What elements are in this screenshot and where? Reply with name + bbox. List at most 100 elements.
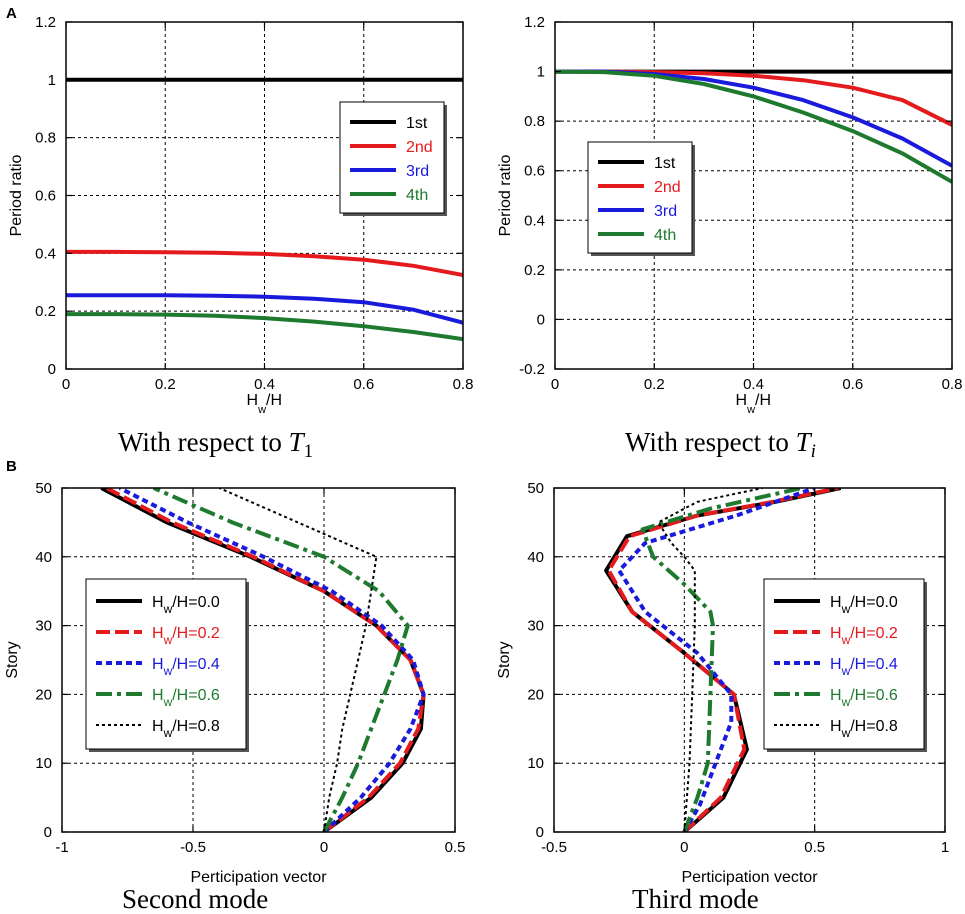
x-tick-label: 1 [941,839,949,856]
legend-entry-4th-label: 4th [406,187,428,204]
x-tick-label: 0.8 [942,376,963,393]
legend: 1st 2nd 3rd 4th [587,141,695,256]
legend-entry-h-w-h-0-4-label: Hw/H=0.4 [830,656,898,678]
legend-entry-h-w-h-0-6-label: Hw/H=0.6 [830,687,898,709]
y-tick-label: 20 [527,686,544,703]
x-tick-label: -1 [55,839,68,856]
y-tick-label: 50 [35,480,52,497]
legend-entry-h-w-h-0-8-label: Hw/H=0.8 [152,718,220,740]
plot-frame [553,487,946,833]
y-tick-label: 0.8 [524,113,545,130]
x-tick-label: 0.5 [445,839,466,856]
y-tick-label: -0.2 [519,361,545,378]
legend-entry-h-w-h-0-0-label: Hw/H=0.0 [830,594,898,616]
y-tick-label: 30 [527,618,544,635]
x-axis-label: Perticipation vector [190,869,327,886]
y-tick-label: 10 [527,755,544,772]
x-tick-label: 0.6 [842,376,863,393]
panel-letter-b: B [6,458,17,475]
legend-box [339,101,445,214]
series-group [555,69,952,184]
x-tick-label: 0.2 [644,376,665,393]
x-tick-label: 0.8 [453,376,474,393]
legend-entry-2nd-label: 2nd [406,139,433,156]
series-line-3rd [66,293,463,325]
series-line-h-w-h-0-4 [118,488,426,832]
legend-entry-h-w-h-0-2-label: Hw/H=0.2 [152,625,220,647]
series-line-h-w-h-0-2 [606,488,839,832]
legend-entry-2nd-label: 2nd [654,179,681,196]
chart-period-ratio-ti: 0 0.2 0.4 0.6 0.8 -0.2 0 0.2 0.4 0.6 0.8 1 1.2 Hw/H Pe… [497,14,962,416]
series-line-4th [555,69,952,184]
y-tick-label: 0 [44,824,52,841]
y-tick-label: 1.2 [524,14,545,31]
series-group [604,488,842,832]
legend: Hw/H=0.0 Hw/H=0.2 Hw/H=0.4 Hw/H=0.6 Hw/H=0.8 [85,578,249,752]
legend-entry-1st-label: 1st [654,155,676,172]
y-tick-label: 40 [527,549,544,566]
series-line-h-w-h-0-8 [218,488,378,832]
y-tick-label: 0.4 [524,212,545,229]
y-axis-label: Story [496,641,513,678]
x-axis-label: Hw/H [736,392,772,416]
legend-box [587,141,693,254]
y-tick-label: 0 [537,311,545,328]
x-tick-label: 0.4 [254,376,275,393]
chart-second-mode: -1 -0.5 0 0.5 0 10 20 30 40 50 Perticipation vecto… [4,480,465,886]
series-group [100,488,426,832]
series-line-4th [66,312,463,342]
series-line-h-w-h-0-4 [617,488,816,832]
legend-box [85,578,247,750]
x-tick-label: -0.5 [180,839,206,856]
legend-box [763,578,925,750]
y-tick-label: 0.6 [524,163,545,180]
y-tick-label: 20 [35,686,52,703]
y-tick-label: 1 [48,72,56,89]
legend-entry-1st-label: 1st [406,115,428,132]
x-tick-label: 0 [680,839,688,856]
legend-entry-h-w-h-0-4-label: Hw/H=0.4 [152,656,220,678]
legend: 1st 2nd 3rd 4th [339,101,447,216]
series-line-h-w-h-0-8 [657,488,763,832]
legend-entry-3rd-label: 3rd [406,163,429,180]
y-tick-label: 1.2 [35,14,56,31]
legend-entry-h-w-h-0-8-label: Hw/H=0.8 [830,718,898,740]
y-tick-label: 30 [35,618,52,635]
legend-entry-4th-label: 4th [654,227,676,244]
x-tick-label: 0 [62,376,70,393]
x-axis-label: Hw/H [247,392,283,416]
y-tick-label: 0 [48,361,56,378]
x-tick-label: 0 [551,376,559,393]
x-tick-label: 0.4 [743,376,764,393]
legend: Hw/H=0.0 Hw/H=0.2 Hw/H=0.4 Hw/H=0.6 Hw/H=0.8 [763,578,927,752]
x-axis-label: Perticipation vector [681,869,818,886]
y-tick-label: 0.6 [35,188,56,205]
caption-b2: Third mode [632,884,759,914]
plot-frame [61,487,456,833]
y-tick-label: 0.8 [35,130,56,147]
series-line-2nd [66,249,463,277]
legend-entry-3rd-label: 3rd [654,203,677,220]
x-tick-label: -0.5 [541,839,567,856]
panel-letter-a: A [6,5,17,22]
caption-a2: With respect to Ti [625,427,816,462]
legend-entry-h-w-h-0-0-label: Hw/H=0.0 [152,594,220,616]
y-axis-label: Period ratio [8,154,25,236]
y-tick-label: 0 [536,824,544,841]
y-tick-label: 50 [527,480,544,497]
caption-b1: Second mode [122,884,268,914]
x-tick-label: 0.2 [155,376,176,393]
series-group [66,77,463,342]
y-tick-label: 1 [537,64,545,81]
y-tick-label: 0.2 [524,262,545,279]
y-axis-label: Period ratio [497,154,514,236]
series-line-h-w-h-0-6 [152,488,410,832]
x-tick-label: 0 [320,839,328,856]
y-tick-label: 40 [35,549,52,566]
y-tick-label: 0.2 [35,303,56,320]
x-tick-label: 0.5 [804,839,825,856]
legend-entry-h-w-h-0-6-label: Hw/H=0.6 [152,687,220,709]
chart-period-ratio-t1: 0 0.2 0.4 0.6 0.8 0 0.2 0.4 0.6 0.8 1 1.2 Hw/H Period… [8,14,473,416]
